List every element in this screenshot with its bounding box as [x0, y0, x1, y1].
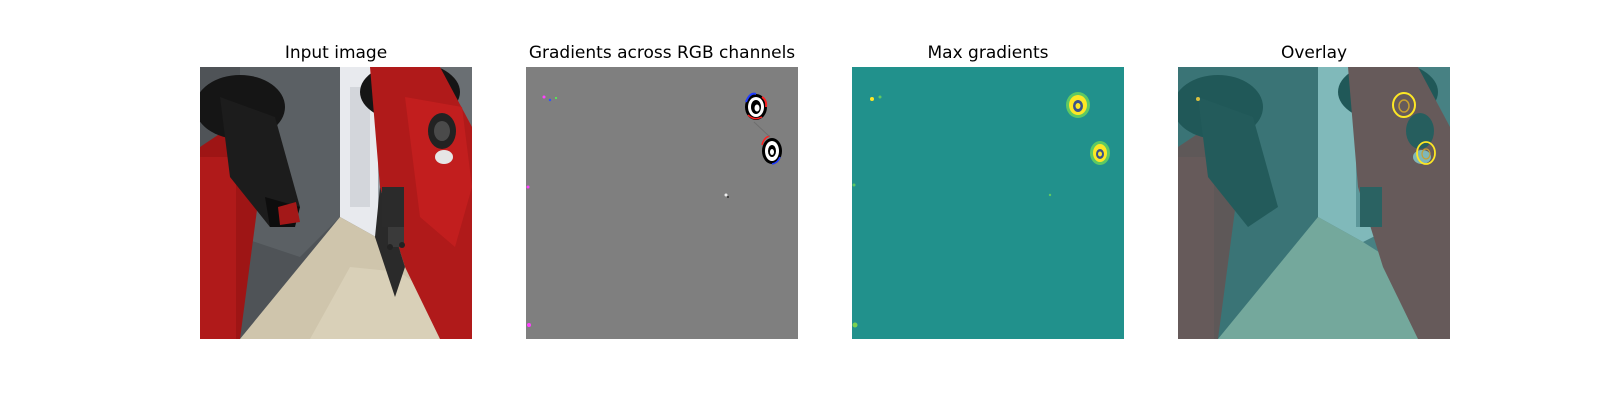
- overlay-drawing: [1178, 67, 1450, 339]
- panel-max-gradients: Max gradients: [852, 40, 1124, 339]
- rgb-gradient-blob-middle: [761, 135, 782, 165]
- max-gradient-hotspot-top: [1066, 92, 1090, 118]
- panel-title-max-gradients: Max gradients: [927, 43, 1049, 63]
- panel-title-input-image: Input image: [284, 43, 388, 63]
- rgb-gradients-drawing: [526, 67, 798, 339]
- max-gradients-drawing: [852, 67, 1124, 339]
- overlay-image: [1178, 67, 1450, 339]
- panel-title-overlay: Overlay: [1280, 43, 1348, 63]
- max-gradient-hotspot-middle: [1090, 141, 1110, 165]
- max-gradients-image: [852, 67, 1124, 339]
- rgb-gradient-blob-top: [745, 92, 768, 120]
- panel-rgb-gradients: Gradients across RGB channels: [526, 40, 798, 339]
- panel-title-rgb-gradients: Gradients across RGB channels: [528, 43, 796, 63]
- input-image-drawing: [200, 67, 472, 339]
- panel-input-image: Input image: [200, 40, 472, 339]
- panel-overlay: Overlay: [1178, 40, 1450, 339]
- rgb-gradients-image: [526, 67, 798, 339]
- input-image: [200, 67, 472, 339]
